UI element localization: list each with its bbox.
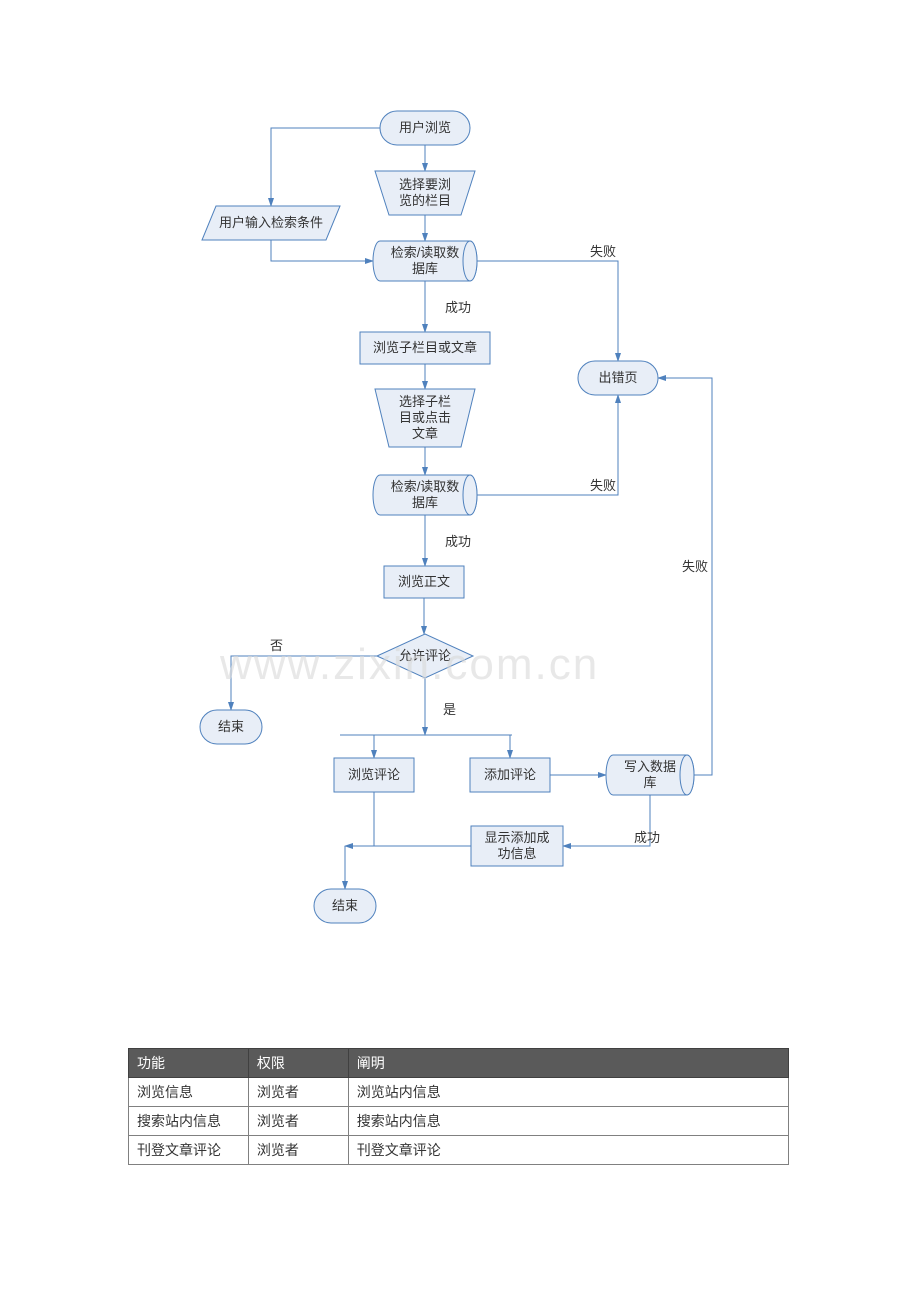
- node-label: 出错页: [598, 370, 637, 385]
- flow-node: 检索/读取数据库: [373, 241, 477, 281]
- table-cell: 刊登文章评论: [348, 1136, 788, 1165]
- node-label: 用户浏览: [399, 120, 451, 135]
- flow-edge: [658, 378, 712, 775]
- node-label: 目或点击: [399, 410, 451, 425]
- permissions-table-wrap: 功能 权限 阐明 浏览信息浏览者浏览站内信息搜索站内信息浏览者搜索站内信息刊登文…: [128, 1048, 789, 1165]
- flow-node: 结束: [200, 710, 262, 744]
- flow-edge: [348, 792, 374, 846]
- table-cell: 搜索站内信息: [348, 1107, 788, 1136]
- node-label: 浏览评论: [348, 767, 400, 782]
- node-label: 用户输入检索条件: [219, 215, 323, 230]
- edge-label: 成功: [634, 830, 660, 845]
- node-label: 检索/读取数: [391, 245, 460, 260]
- nodes-layer: 用户浏览选择要浏览的栏目用户输入检索条件检索/读取数据库浏览子栏目或文章选择子栏…: [200, 111, 694, 923]
- flow-node: 写入数据库: [606, 755, 694, 795]
- table-cell: 搜索站内信息: [129, 1107, 249, 1136]
- edge-label: 失败: [590, 244, 616, 259]
- table-row: 刊登文章评论浏览者刊登文章评论: [129, 1136, 789, 1165]
- flow-node: 结束: [314, 889, 376, 923]
- table-cell: 浏览信息: [129, 1078, 249, 1107]
- node-label: 浏览正文: [398, 574, 450, 589]
- table-body: 浏览信息浏览者浏览站内信息搜索站内信息浏览者搜索站内信息刊登文章评论浏览者刊登文…: [129, 1078, 789, 1165]
- edge-label: 成功: [445, 300, 471, 315]
- flow-node: 允许评论: [377, 634, 473, 678]
- flowchart-container: 成功失败成功失败否是成功失败用户浏览选择要浏览的栏目用户输入检索条件检索/读取数…: [0, 0, 920, 960]
- table-cell: 浏览者: [248, 1078, 348, 1107]
- node-label: 结束: [332, 898, 358, 913]
- node-label: 选择子栏: [399, 394, 451, 409]
- table-cell: 浏览者: [248, 1107, 348, 1136]
- flow-node: 浏览子栏目或文章: [360, 332, 490, 364]
- flow-node: 浏览评论: [334, 758, 414, 792]
- flow-edge: [231, 656, 377, 710]
- node-label: 检索/读取数: [391, 479, 460, 494]
- permissions-table: 功能 权限 阐明 浏览信息浏览者浏览站内信息搜索站内信息浏览者搜索站内信息刊登文…: [128, 1048, 789, 1165]
- table-row: 浏览信息浏览者浏览站内信息: [129, 1078, 789, 1107]
- flow-edge: [477, 261, 618, 361]
- table-header-row: 功能 权限 阐明: [129, 1049, 789, 1078]
- node-label: 浏览子栏目或文章: [373, 340, 477, 355]
- node-label: 库: [643, 775, 656, 790]
- table-cell: 浏览站内信息: [348, 1078, 788, 1107]
- flow-node: 选择子栏目或点击文章: [375, 389, 475, 447]
- node-label: 功信息: [497, 846, 536, 861]
- node-label: 览的栏目: [399, 193, 451, 208]
- node-label: 据库: [412, 261, 438, 276]
- edge-label: 是: [443, 702, 456, 717]
- node-label: 添加评论: [484, 767, 536, 782]
- flow-node: 浏览正文: [384, 566, 464, 598]
- edge-label: 失败: [590, 478, 616, 493]
- flow-node: 选择要浏览的栏目: [375, 171, 475, 215]
- flow-node: 添加评论: [470, 758, 550, 792]
- flow-node: 检索/读取数据库: [373, 475, 477, 515]
- flow-node: 用户输入检索条件: [202, 206, 340, 240]
- node-label: 选择要浏: [399, 177, 451, 192]
- edge-label: 失败: [682, 559, 708, 574]
- node-label: 据库: [412, 495, 438, 510]
- table-cell: 浏览者: [248, 1136, 348, 1165]
- flow-node: 显示添加成功信息: [471, 826, 563, 866]
- flow-edge: [271, 240, 373, 261]
- table-cell: 刊登文章评论: [129, 1136, 249, 1165]
- table-row: 搜索站内信息浏览者搜索站内信息: [129, 1107, 789, 1136]
- node-label: 文章: [412, 426, 438, 441]
- node-label: 写入数据: [624, 759, 676, 774]
- flow-node: 出错页: [578, 361, 658, 395]
- node-label: 结束: [218, 719, 244, 734]
- node-label: 允许评论: [399, 648, 451, 663]
- col-function: 功能: [129, 1049, 249, 1078]
- flowchart-svg: 成功失败成功失败否是成功失败用户浏览选择要浏览的栏目用户输入检索条件检索/读取数…: [0, 0, 920, 960]
- col-permission: 权限: [248, 1049, 348, 1078]
- edge-label: 成功: [445, 534, 471, 549]
- edge-label: 否: [270, 638, 283, 653]
- node-label: 显示添加成: [484, 830, 549, 845]
- col-description: 阐明: [348, 1049, 788, 1078]
- flow-edge: [271, 128, 380, 206]
- flow-node: 用户浏览: [380, 111, 470, 145]
